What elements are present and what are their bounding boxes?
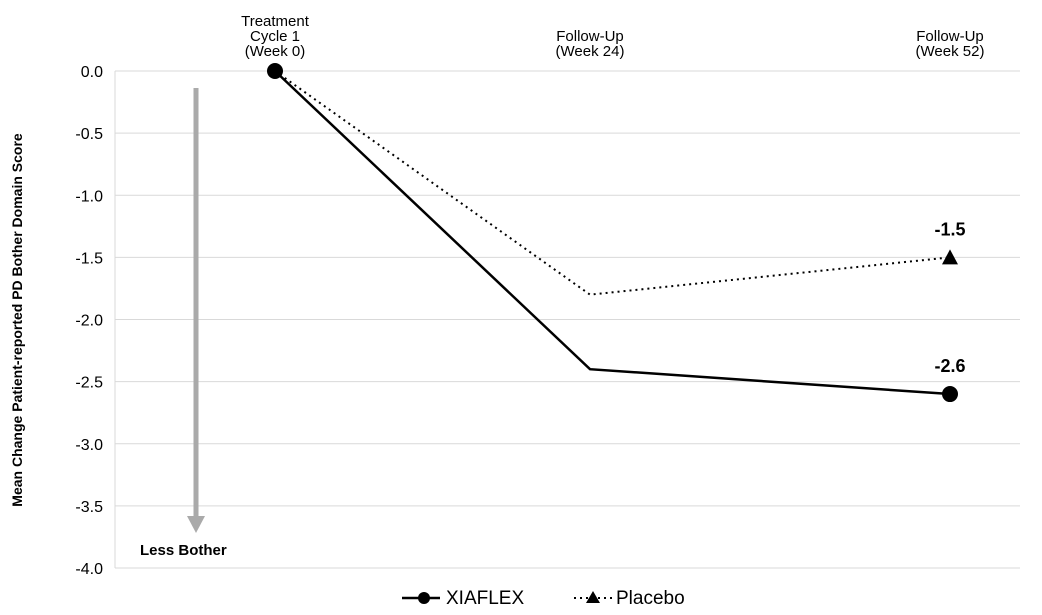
y-tick-label: -4.0 <box>75 561 103 578</box>
y-tick-label: 0.0 <box>81 64 103 81</box>
gridlines <box>114 70 1020 569</box>
y-tick-labels: 0.0 -0.5 -1.0 -1.5 -2.0 -2.5 -3.0 -3.5 -4.0 <box>75 64 103 578</box>
x-category-label: Follow-Up (Week 52) <box>916 28 985 60</box>
x-category-label: Follow-Up (Week 24) <box>556 28 625 60</box>
legend-xiaflex-label: XIAFLEX <box>446 588 524 609</box>
xiaflex-end-marker <box>942 386 958 403</box>
y-tick-label: -1.5 <box>75 250 103 267</box>
y-tick-label: -3.0 <box>75 437 103 454</box>
y-tick-label: -3.5 <box>75 499 103 516</box>
x-category-label: Treatment Cycle 1 (Week 0) <box>241 13 310 60</box>
x-category-label-line: Cycle 1 <box>250 28 300 45</box>
annotation-text: Less Bother <box>140 542 227 559</box>
placebo-end-marker <box>942 249 958 265</box>
x-category-label-line: Treatment <box>241 13 310 30</box>
x-category-label-line: Follow-Up <box>556 28 624 45</box>
series-group <box>267 63 958 403</box>
legend-placebo-label: Placebo <box>616 588 685 609</box>
less-bother-annotation: Less Bother <box>140 88 227 559</box>
xiaflex-series-line <box>274 70 951 396</box>
data-label: -1.5 <box>934 219 965 239</box>
placebo-series-line <box>274 70 951 296</box>
data-label: -2.6 <box>934 356 965 376</box>
x-category-label-line: (Week 24) <box>556 43 625 60</box>
y-axis-title: Mean Change Patient-reported PD Bother D… <box>9 133 25 507</box>
y-tick-label: -1.0 <box>75 188 103 205</box>
legend: XIAFLEX Placebo <box>402 588 685 609</box>
x-category-label-line: Follow-Up <box>916 28 984 45</box>
data-labels: -1.5 -2.6 <box>934 219 965 376</box>
x-category-label-line: (Week 52) <box>916 43 985 60</box>
y-tick-label: -0.5 <box>75 126 103 143</box>
legend-triangle-marker-icon <box>586 591 600 603</box>
arrow-head-icon <box>187 516 205 533</box>
xiaflex-start-marker <box>267 63 283 79</box>
x-category-label-line: (Week 0) <box>245 43 306 60</box>
y-tick-label: -2.5 <box>75 375 103 392</box>
legend-circle-marker-icon <box>418 592 430 604</box>
y-tick-label: -2.0 <box>75 313 103 330</box>
x-category-labels: Treatment Cycle 1 (Week 0)Follow-Up (Week 2… <box>241 13 984 60</box>
